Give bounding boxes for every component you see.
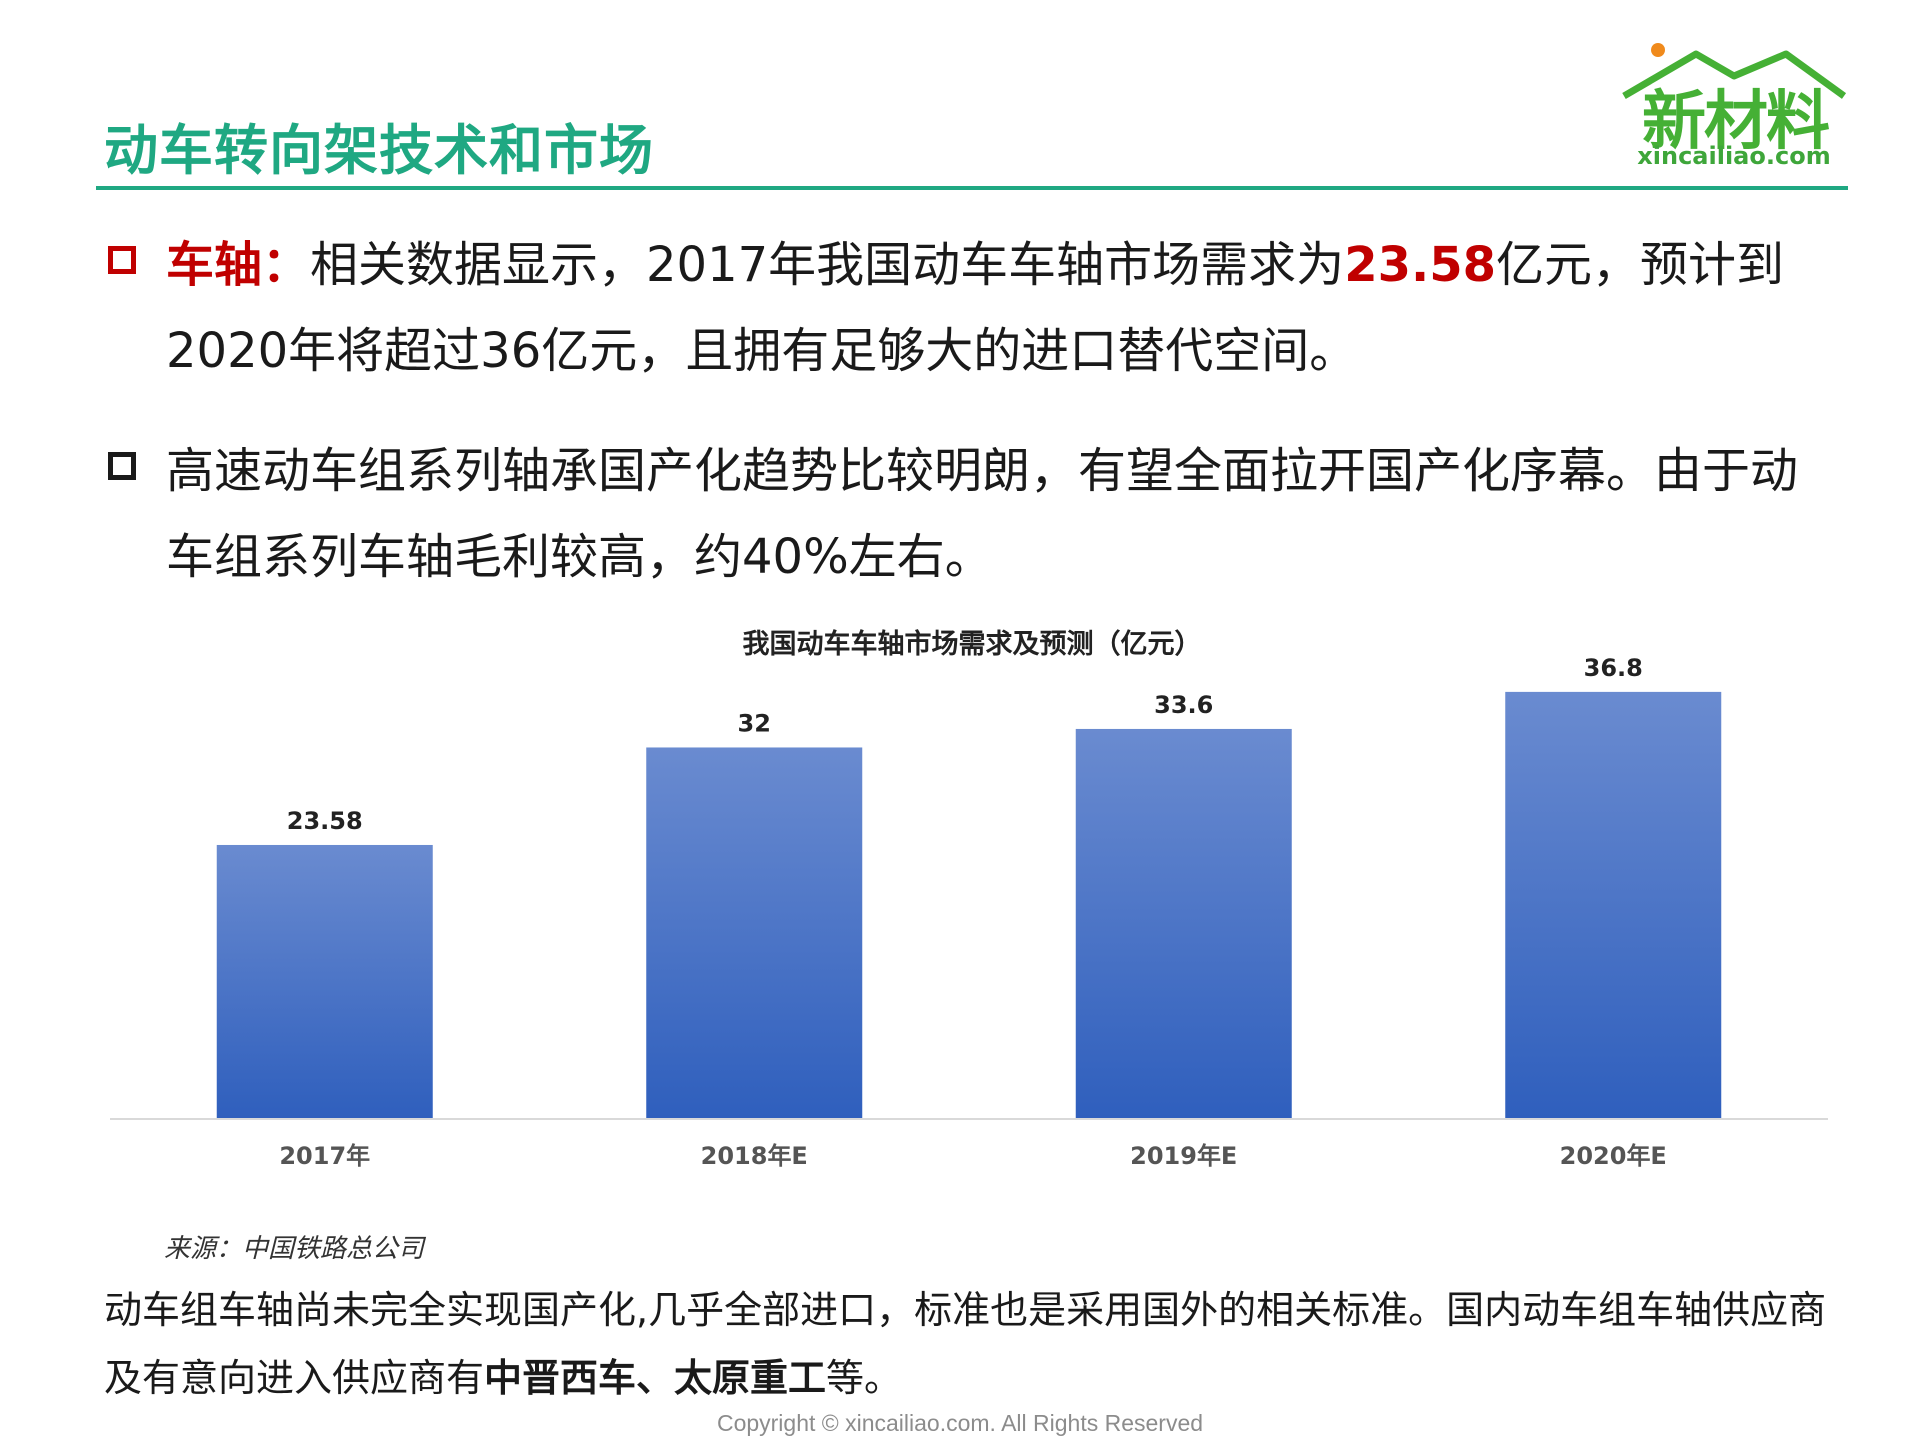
paragraph-text: 动车组车轴尚未完全实现国产化,几乎全部进口，标准也是采用国外的相关标准。国内动车…: [104, 1288, 1827, 1400]
highlight-value: 23.58: [1344, 237, 1497, 293]
bar-2: [1075, 728, 1292, 1118]
bar-chart: 我国动车车轴市场需求及预测（亿元） 23.58 2017年 32 2018年E 33.6…: [96, 610, 1848, 1190]
xincailiao-logo: 新材料 xincailiao.com: [1616, 40, 1852, 176]
data-label-0: 23.58: [287, 807, 363, 835]
bullet-text: 高速动车组系列轴承国产化趋势比较明朗，有望全面拉开国产化序幕。由于动车组系列车轴…: [166, 443, 1799, 585]
square-bullet-icon: [108, 452, 136, 480]
square-bullet-icon: [108, 246, 136, 274]
bullet-bearing-trend: 高速动车组系列轴承国产化趋势比较明朗，有望全面拉开国产化序幕。由于动车组系列车轴…: [108, 428, 1828, 600]
bar-3: [1505, 691, 1722, 1118]
chart-title: 我国动车车轴市场需求及预测（亿元）: [742, 629, 1202, 660]
bullet-axle-market: 车轴：相关数据显示，2017年我国动车车轴市场需求为23.58亿元，预计到202…: [108, 222, 1828, 394]
bullet-text: 相关数据显示，2017年我国动车车轴市场需求为: [310, 237, 1345, 293]
copyright-footer: Copyright © xincailiao.com. All Rights R…: [716, 1410, 1204, 1436]
logo-wordmark: 新材料: [1642, 85, 1830, 159]
source-note: 来源：中国铁路总公司: [164, 1234, 425, 1264]
summary-paragraph: 动车组车轴尚未完全实现国产化,几乎全部进口，标准也是采用国外的相关标准。国内动车…: [104, 1276, 1844, 1412]
data-label-1: 32: [738, 709, 771, 737]
bullet-keyword: 车轴：: [166, 237, 311, 293]
x-tick-label-0: 2017年: [279, 1142, 370, 1170]
x-tick-label-3: 2020年E: [1560, 1142, 1667, 1170]
paragraph-bold-companies: 中晋西车、太原重工: [484, 1356, 827, 1400]
chart-plot: 23.58 2017年 32 2018年E 33.6 2019年E 36.8 2020年E: [110, 654, 1828, 1170]
data-label-2: 33.6: [1154, 691, 1213, 719]
paragraph-text-end: 等。: [826, 1356, 903, 1400]
house-roof-icon: [1622, 43, 1847, 100]
bar-0: [216, 844, 433, 1118]
title-divider: [96, 186, 1848, 190]
data-label-3: 36.8: [1584, 654, 1643, 682]
bar-1: [646, 747, 863, 1118]
x-tick-label-1: 2018年E: [701, 1142, 808, 1170]
bullet-text-cont: 亿元，预计到2020年将超过36亿元，且拥有足够大的进口替代空间。: [166, 237, 1785, 379]
page-title: 动车转向架技术和市场: [104, 119, 654, 182]
x-tick-label-2: 2019年E: [1130, 1142, 1237, 1170]
logo-url: xincailiao.com: [1637, 142, 1831, 170]
